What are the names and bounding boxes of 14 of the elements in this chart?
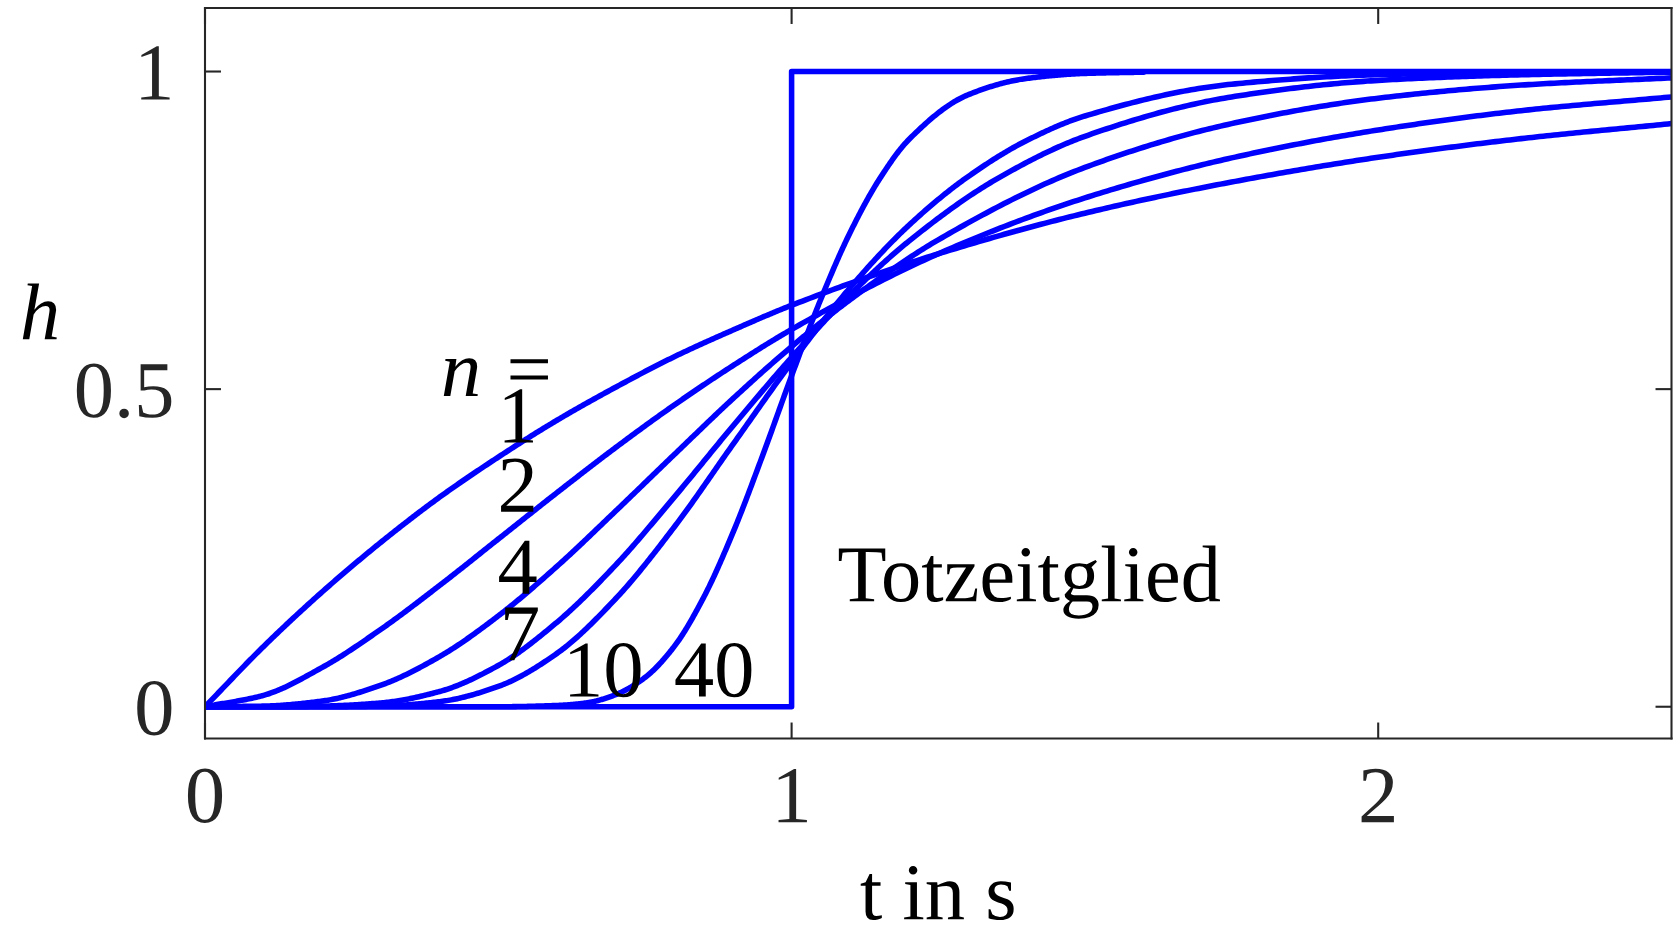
y-tick-label: 1 (141, 46, 170, 100)
annotation: 40 (675, 643, 752, 698)
annotation: 2 (501, 458, 534, 512)
x-tick-label: 1 (778, 769, 807, 823)
x-tick-label: 0 (187, 768, 223, 823)
y-tick-label: 0.5 (76, 363, 172, 419)
y-axis-title: h (22, 283, 57, 340)
annotation: 7 (505, 607, 538, 661)
y-tick-label: 0 (137, 681, 172, 736)
annotation: Totzeitglied (838, 545, 1220, 619)
annotation: 10 (570, 643, 641, 698)
annotation: 4 (499, 540, 537, 594)
x-tick-label: 2 (1361, 768, 1394, 823)
x-axis-title: t in s (860, 865, 1014, 921)
